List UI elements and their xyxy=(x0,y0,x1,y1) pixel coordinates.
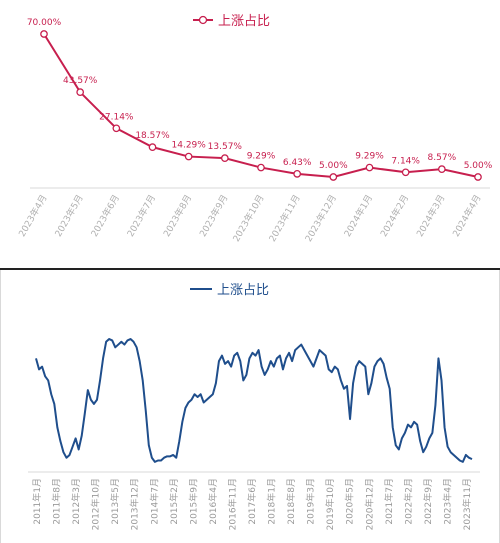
data-label: 8.57% xyxy=(428,153,457,163)
data-point xyxy=(437,165,446,173)
x-tick-label: 2023年12月 xyxy=(302,193,339,244)
data-label: 43.57% xyxy=(63,76,98,86)
data-label: 5.00% xyxy=(464,161,493,171)
x-tick-label: 2024年2月 xyxy=(378,193,412,239)
x-tick-label: 2015年9月 xyxy=(187,478,199,525)
data-label: 9.29% xyxy=(247,152,276,162)
data-point xyxy=(365,163,374,172)
x-tick-label: 2022年9月 xyxy=(422,478,434,525)
x-tick-label: 2016年11月 xyxy=(226,478,238,530)
data-point xyxy=(401,168,410,177)
left-border xyxy=(0,270,1,543)
top-chart-panel: 上涨占比 70.00% 43.57% 27.14% 18.57% 14.29% 13.57%… xyxy=(0,0,500,268)
data-point xyxy=(184,152,193,161)
x-tick-label: 2024年3月 xyxy=(414,193,448,239)
x-tick-label: 2024年4月 xyxy=(450,193,484,239)
data-label: 6.43% xyxy=(283,158,312,168)
data-point xyxy=(40,30,48,38)
data-point xyxy=(257,163,265,172)
x-tick-label: 2018年1月 xyxy=(266,478,278,525)
data-label: 27.14% xyxy=(99,112,134,122)
top-line-chart: 上涨占比 70.00% 43.57% 27.14%18.57%14.29% 13.57%… xyxy=(16,14,493,244)
x-tick-label: 2023年7月 xyxy=(124,193,158,239)
x-tick-label: 2023年10月 xyxy=(230,193,267,244)
x-tick-label: 2023年11月 xyxy=(266,193,303,244)
data-label: 13.57% xyxy=(208,142,243,152)
x-tick-label: 2023年5月 xyxy=(52,193,86,239)
data-point xyxy=(76,88,85,96)
data-point xyxy=(293,170,302,178)
data-point xyxy=(220,154,229,162)
x-tick-label: 2022年2月 xyxy=(402,478,414,525)
x-tick-label: 2023年4月 xyxy=(441,478,453,525)
x-tick-label: 2013年5月 xyxy=(109,478,121,525)
x-tick-label: 2023年4月 xyxy=(16,193,50,239)
x-tick-label: 2024年1月 xyxy=(341,193,375,239)
x-tick-label: 2015年2月 xyxy=(168,478,180,525)
x-tick-label: 2012年10月 xyxy=(90,478,102,530)
x-tick-label: 2011年1月 xyxy=(31,478,43,525)
x-tick-label: 2012年3月 xyxy=(70,478,82,525)
x-tick-label: 2023年9月 xyxy=(197,192,231,238)
x-tick-label: 2021年7月 xyxy=(383,478,395,525)
x-tick-label: 2019年10月 xyxy=(324,478,336,530)
x-tick-label: 2023年11月 xyxy=(461,478,473,530)
legend: 上涨占比 xyxy=(190,283,269,298)
x-tick-label: 2011年8月 xyxy=(51,478,63,525)
data-label: 5.00% xyxy=(319,161,348,171)
x-tick-label: 2017年6月 xyxy=(246,478,258,525)
legend-label: 上涨占比 xyxy=(218,14,270,29)
x-tick-label: 2014年7月 xyxy=(148,478,160,525)
x-tick-label: 2023年6月 xyxy=(88,193,122,239)
data-label: 9.29% xyxy=(355,152,384,162)
data-point xyxy=(474,173,482,181)
panel-divider xyxy=(0,268,500,270)
x-tick-label: 2020年12月 xyxy=(363,478,375,530)
data-point xyxy=(148,143,157,151)
legend: 上涨占比 xyxy=(193,14,270,29)
legend-label: 上涨占比 xyxy=(217,283,269,298)
data-label: 70.00% xyxy=(27,18,62,28)
bottom-chart-panel: 上涨占比 2011年1月 2011年8月 2012年3月 2012年10月 2013年5月… xyxy=(0,270,500,543)
series-line xyxy=(35,338,473,463)
data-point xyxy=(329,173,338,181)
legend-marker xyxy=(198,15,208,25)
data-label: 7.14% xyxy=(391,156,420,166)
x-tick-label: 2023年8月 xyxy=(161,193,195,239)
x-tick-label: 2019年3月 xyxy=(305,478,317,525)
x-tick-label: 2018年8月 xyxy=(285,478,297,525)
data-label: 14.29% xyxy=(172,141,207,151)
x-tick-label: 2013年12月 xyxy=(129,478,141,530)
bottom-line-chart: 上涨占比 2011年1月 2011年8月 2012年3月 2012年10月 2013年5月… xyxy=(28,283,480,530)
data-point xyxy=(112,124,121,133)
x-tick-label: 2016年4月 xyxy=(207,478,219,525)
x-tick-label: 2020年5月 xyxy=(344,478,356,525)
data-label: 18.57% xyxy=(135,131,170,141)
